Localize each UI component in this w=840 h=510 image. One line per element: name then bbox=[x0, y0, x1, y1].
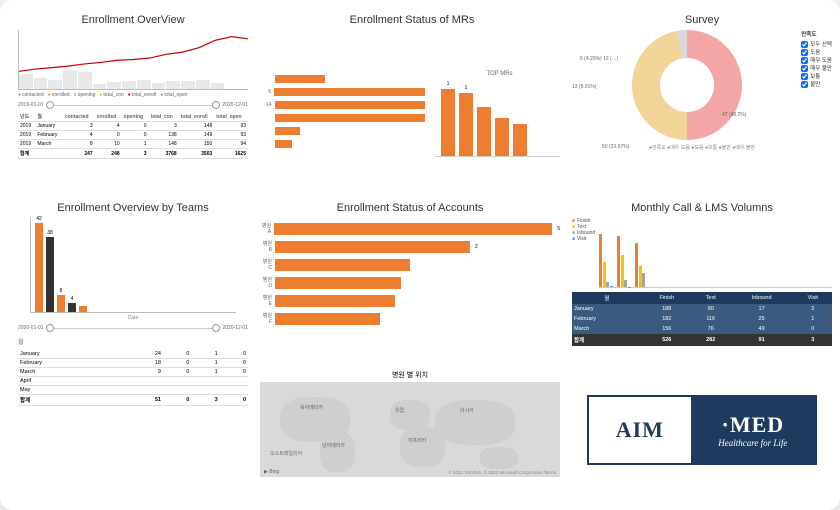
monthly-table: 월FinishTextInboundVisit January18890172F… bbox=[572, 292, 832, 346]
date-range-slider[interactable]: 2019-01-01 2020-12-01 bbox=[18, 102, 248, 108]
teams-title: Enrollment Overview by Teams bbox=[18, 202, 248, 214]
survey-filter-option[interactable]: 보통 bbox=[801, 72, 832, 80]
monthly-panel: Monthly Call & LMS Volumns Finish Text I… bbox=[572, 202, 832, 362]
accounts-bars[interactable]: 병원A5병원B2병원C병원D병원E병원F bbox=[260, 218, 560, 325]
aim-med-logo: AIM ·MED Healthcare for Life bbox=[587, 395, 817, 465]
logo-panel: AIM ·MED Healthcare for Life bbox=[572, 370, 832, 490]
mrs-panel: Enrollment Status of MRs 514 TOP MRs 11 bbox=[260, 14, 560, 194]
enrollment-line-chart[interactable] bbox=[18, 30, 248, 90]
checkbox-icon[interactable] bbox=[801, 65, 808, 72]
enrollment-overview-panel: Enrollment OverView contacted enrolled o… bbox=[18, 14, 248, 194]
survey-filter-option[interactable]: 매우 도움 bbox=[801, 56, 832, 64]
mrs-hbars[interactable]: 514 bbox=[260, 71, 425, 194]
enrollment-table: 년도월contactedenrolledopeningtotal_contota… bbox=[18, 112, 248, 159]
teams-table: January24010February18010March9010AprilM… bbox=[18, 350, 248, 406]
checkbox-icon[interactable] bbox=[801, 57, 808, 64]
world-map[interactable]: 북아메리카 유럽 아시아 아프리카 남아메리카 오스트레일리아 ▶ Bing ©… bbox=[260, 382, 560, 477]
enrollment-overview-title: Enrollment OverView bbox=[18, 14, 248, 26]
monthly-bars[interactable] bbox=[599, 218, 832, 288]
survey-filter-option[interactable]: 도움 bbox=[801, 48, 832, 56]
map-panel: 병원 별 위치 북아메리카 유럽 아시아 아프리카 남아메리카 오스트레일리아 … bbox=[260, 370, 560, 490]
checkbox-icon[interactable] bbox=[801, 49, 808, 56]
monthly-legend: Finish Text Inbound Visit bbox=[572, 218, 595, 288]
survey-filter-option[interactable]: 모두 선택 bbox=[801, 40, 832, 48]
checkbox-icon[interactable] bbox=[801, 41, 808, 48]
enrollment-legend: contacted enrolled opening total_con tot… bbox=[18, 92, 248, 98]
teams-chart[interactable]: 423884 bbox=[30, 218, 236, 313]
survey-panel: Survey 만족도 모두 선택도움매우 도움매우 불만보통불만 6 (4.20… bbox=[572, 14, 832, 194]
bing-icon: ▶ Bing bbox=[264, 469, 279, 475]
survey-filter-option[interactable]: 불만 bbox=[801, 80, 832, 88]
map-title: 병원 별 위치 bbox=[260, 370, 560, 380]
accounts-title: Enrollment Status of Accounts bbox=[260, 202, 560, 214]
checkbox-icon[interactable] bbox=[801, 81, 808, 88]
survey-title: Survey bbox=[572, 14, 832, 26]
survey-filters: 만족도 모두 선택도움매우 도움매우 불만보통불만 bbox=[801, 30, 832, 88]
top-mrs-chart[interactable]: TOP MRs 11 bbox=[429, 71, 560, 194]
survey-donut[interactable] bbox=[632, 30, 742, 140]
survey-filter-option[interactable]: 매우 불만 bbox=[801, 64, 832, 72]
dashboard: Enrollment OverView contacted enrolled o… bbox=[0, 0, 840, 510]
checkbox-icon[interactable] bbox=[801, 73, 808, 80]
mrs-title: Enrollment Status of MRs bbox=[260, 14, 560, 63]
accounts-panel: Enrollment Status of Accounts 병원A5병원B2병원… bbox=[260, 202, 560, 362]
teams-range-slider[interactable]: 2020-01-01 2020-12-01 bbox=[18, 325, 248, 331]
monthly-title: Monthly Call & LMS Volumns bbox=[572, 202, 832, 214]
teams-panel: Enrollment Overview by Teams 423884 Date… bbox=[18, 202, 248, 490]
